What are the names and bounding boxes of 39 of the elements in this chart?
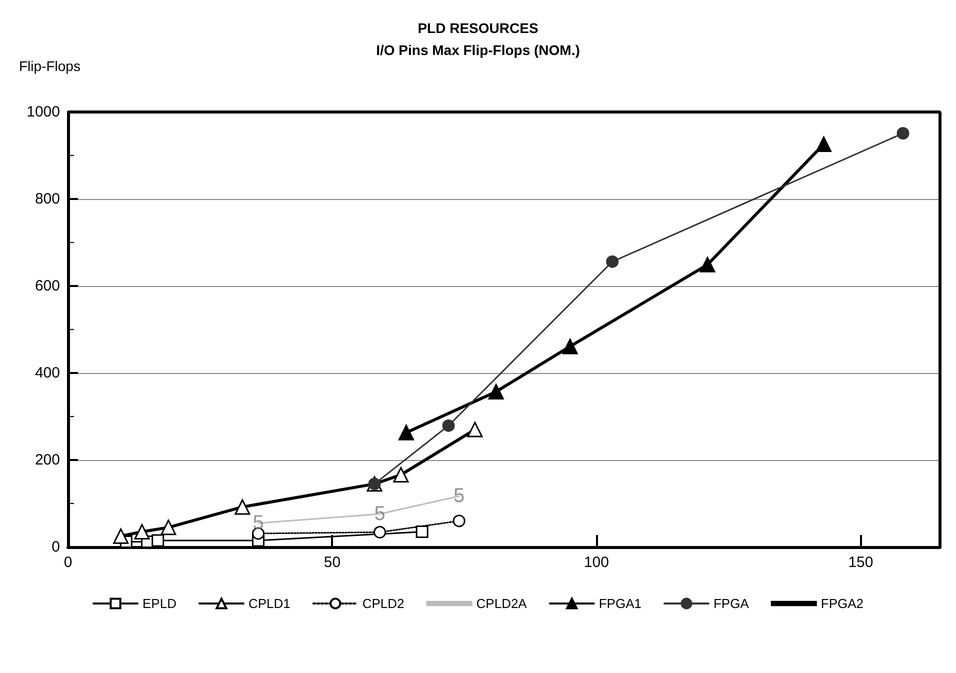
point bbox=[416, 526, 428, 538]
y-tick-label: 400 bbox=[34, 364, 60, 382]
y-tick-label: 800 bbox=[34, 190, 60, 208]
point bbox=[452, 514, 466, 528]
chart-title: PLD RESOURCES bbox=[418, 20, 538, 36]
point bbox=[234, 499, 250, 515]
point bbox=[374, 526, 386, 538]
point bbox=[488, 384, 504, 400]
point bbox=[700, 256, 716, 272]
x-tick-label: 100 bbox=[584, 554, 609, 571]
x-tick-label: 0 bbox=[64, 554, 72, 571]
x-tick-label: 50 bbox=[324, 554, 341, 571]
x-tick-label: 150 bbox=[848, 554, 874, 571]
point bbox=[562, 338, 578, 354]
point bbox=[816, 136, 832, 152]
y-tick-label: 0 bbox=[52, 538, 60, 556]
legend-label: FPGA2 bbox=[820, 596, 864, 611]
point bbox=[896, 127, 910, 140]
legend-label: EPLD bbox=[142, 596, 176, 611]
point bbox=[398, 424, 414, 440]
y-tick-label: 1000 bbox=[26, 104, 60, 120]
annotation: 5 bbox=[454, 485, 465, 508]
legend-label: CPLD1 bbox=[248, 596, 290, 611]
point bbox=[160, 520, 176, 536]
legend-label: FPGA1 bbox=[598, 596, 642, 611]
point bbox=[606, 255, 619, 268]
point bbox=[152, 534, 164, 547]
legend-label: CPLD2 bbox=[362, 596, 404, 611]
y-axis-title: Flip-Flops bbox=[19, 58, 80, 74]
y-tick-label: 200 bbox=[34, 452, 60, 468]
y-tick-label: 600 bbox=[34, 278, 60, 294]
point bbox=[467, 422, 483, 438]
legend-label: CPLD2A bbox=[476, 596, 528, 611]
point bbox=[134, 524, 150, 540]
legend-label: FPGA bbox=[713, 596, 750, 611]
point bbox=[442, 419, 455, 432]
chart-subtitle: I/O Pins Max Flip-Flops (NOM.) bbox=[376, 42, 580, 58]
point bbox=[113, 528, 129, 544]
point bbox=[393, 467, 409, 483]
